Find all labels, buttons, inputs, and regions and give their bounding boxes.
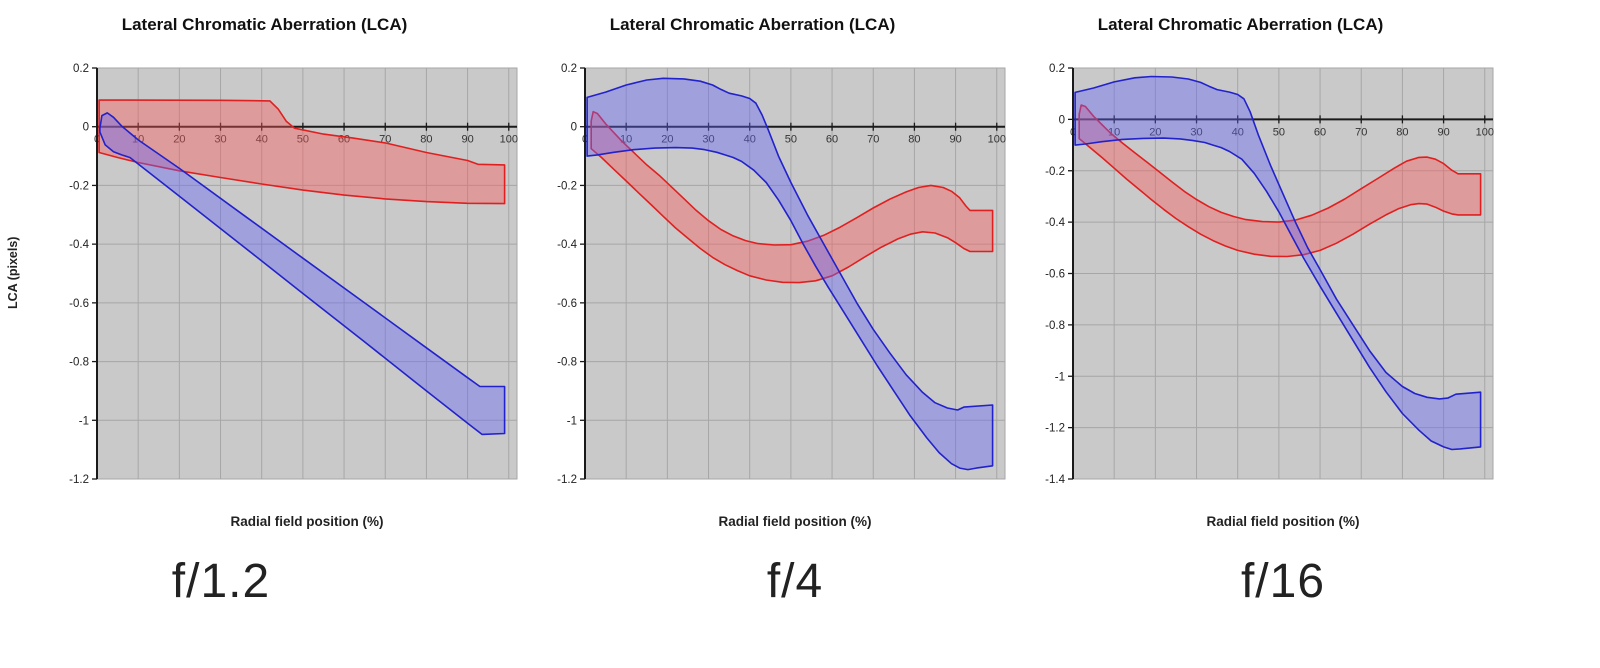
svg-text:-0.2: -0.2 [69,180,89,192]
svg-text:60: 60 [1314,126,1326,138]
svg-text:-0.4: -0.4 [69,239,89,251]
svg-text:50: 50 [1273,126,1285,138]
svg-text:90: 90 [461,134,473,146]
svg-text:10: 10 [1108,126,1120,138]
svg-text:20: 20 [1149,126,1161,138]
svg-text:-0.8: -0.8 [69,357,89,369]
svg-text:90: 90 [949,134,961,146]
svg-text:80: 80 [908,134,920,146]
svg-text:-0.4: -0.4 [1045,217,1065,229]
svg-text:60: 60 [826,134,838,146]
charts-row: Lateral Chromatic Aberration (LCA) 0 10 20… [42,0,1506,609]
lca-plot-f16: 01020304050607080901000.20-0.2-0.4-0.6-0… [1045,63,1494,486]
svg-text:0: 0 [571,122,577,134]
lca-plot-f1-2: 01020304050607080901000.20-0.2-0.4-0.6-0… [69,63,518,486]
y-axis-label: LCA (pixels) [6,236,20,310]
svg-text:-1: -1 [567,415,577,427]
svg-text:-0.4: -0.4 [557,239,577,251]
svg-text:-1: -1 [1055,371,1065,383]
chart-f4: Lateral Chromatic Aberration (LCA) 01020… [530,0,1015,609]
svg-text:0.2: 0.2 [73,63,89,75]
svg-text:-1: -1 [79,415,89,427]
svg-text:30: 30 [214,134,226,146]
lca-plot-f4: 01020304050607080901000.20-0.2-0.4-0.6-0… [557,63,1006,486]
chart-title: Lateral Chromatic Aberration (LCA) [121,15,408,34]
svg-text:40: 40 [256,134,268,146]
svg-text:40: 40 [744,134,756,146]
chart-title: Lateral Chromatic Aberration (LCA) [609,15,896,34]
svg-text:40: 40 [1232,126,1244,138]
svg-text:-0.8: -0.8 [557,357,577,369]
svg-text:0.2: 0.2 [1049,63,1065,75]
svg-text:0.2: 0.2 [561,63,577,75]
chart-f1-2: Lateral Chromatic Aberration (LCA) 01020… [42,0,527,609]
svg-text:0: 0 [83,122,89,134]
svg-text:-0.2: -0.2 [557,180,577,192]
svg-text:-0.2: -0.2 [1045,166,1065,178]
svg-text:30: 30 [1190,126,1202,138]
svg-text:100: 100 [500,134,518,146]
svg-text:80: 80 [420,134,432,146]
svg-text:-1.4: -1.4 [1045,474,1065,486]
svg-text:70: 70 [1355,126,1367,138]
svg-text:-0.8: -0.8 [1045,320,1065,332]
svg-text:-1.2: -1.2 [557,474,577,486]
svg-text:90: 90 [1437,126,1449,138]
svg-text:-0.6: -0.6 [557,298,577,310]
chart-title: Lateral Chromatic Aberration (LCA) [1097,15,1384,34]
svg-text:100: 100 [988,134,1006,146]
svg-text:100: 100 [1476,126,1494,138]
chart-f16: Lateral Chromatic Aberration (LCA) 0 10 20… [1018,0,1503,609]
svg-text:-0.6: -0.6 [69,298,89,310]
svg-text:-0.6: -0.6 [1045,269,1065,281]
aperture-caption: f/4 [766,555,824,609]
x-axis-label: Radial field position (%) [1206,514,1360,529]
svg-text:50: 50 [297,134,309,146]
svg-text:-1.2: -1.2 [69,474,89,486]
x-axis-label: Radial field position (%) [718,514,872,529]
aperture-caption: f/16 [1240,555,1326,609]
svg-text:20: 20 [661,134,673,146]
svg-text:20: 20 [173,134,185,146]
svg-text:80: 80 [1396,126,1408,138]
svg-text:0: 0 [1059,114,1065,126]
svg-text:30: 30 [702,134,714,146]
svg-text:70: 70 [867,134,879,146]
x-axis-label: Radial field position (%) [230,514,384,529]
aperture-caption: f/1.2 [171,555,271,609]
svg-text:-1.2: -1.2 [1045,423,1065,435]
svg-text:50: 50 [785,134,797,146]
